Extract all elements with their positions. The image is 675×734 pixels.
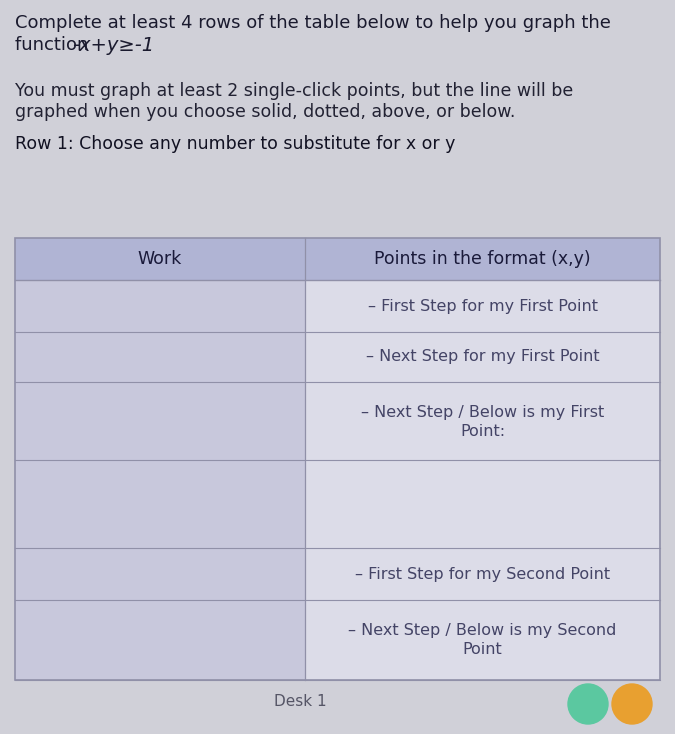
Text: graphed when you choose solid, dotted, above, or below.: graphed when you choose solid, dotted, a… bbox=[15, 103, 516, 121]
Text: -x+y≥-1: -x+y≥-1 bbox=[72, 36, 154, 55]
Text: – First Step for my First Point: – First Step for my First Point bbox=[367, 299, 597, 313]
Text: Point: Point bbox=[462, 642, 502, 658]
Text: Points in the format (x,y): Points in the format (x,y) bbox=[374, 250, 591, 268]
Bar bbox=[15, 238, 660, 680]
Text: – Next Step / Below is my Second: – Next Step / Below is my Second bbox=[348, 623, 617, 639]
Circle shape bbox=[612, 684, 652, 724]
Bar bbox=[15, 238, 660, 680]
Text: – Next Step for my First Point: – Next Step for my First Point bbox=[366, 349, 599, 365]
Text: Desk 1: Desk 1 bbox=[273, 694, 326, 709]
Text: Complete at least 4 rows of the table below to help you graph the: Complete at least 4 rows of the table be… bbox=[15, 14, 611, 32]
Bar bbox=[15, 280, 305, 680]
Text: Row 1: Choose any number to substitute for x or y: Row 1: Choose any number to substitute f… bbox=[15, 135, 456, 153]
Text: Work: Work bbox=[138, 250, 182, 268]
Bar bbox=[15, 238, 660, 280]
Text: You must graph at least 2 single-click points, but the line will be: You must graph at least 2 single-click p… bbox=[15, 82, 573, 100]
Text: – First Step for my Second Point: – First Step for my Second Point bbox=[355, 567, 610, 581]
Text: Point:: Point: bbox=[460, 424, 505, 438]
Text: – Next Step / Below is my First: – Next Step / Below is my First bbox=[361, 404, 604, 420]
Text: function: function bbox=[15, 36, 94, 54]
Circle shape bbox=[568, 684, 608, 724]
